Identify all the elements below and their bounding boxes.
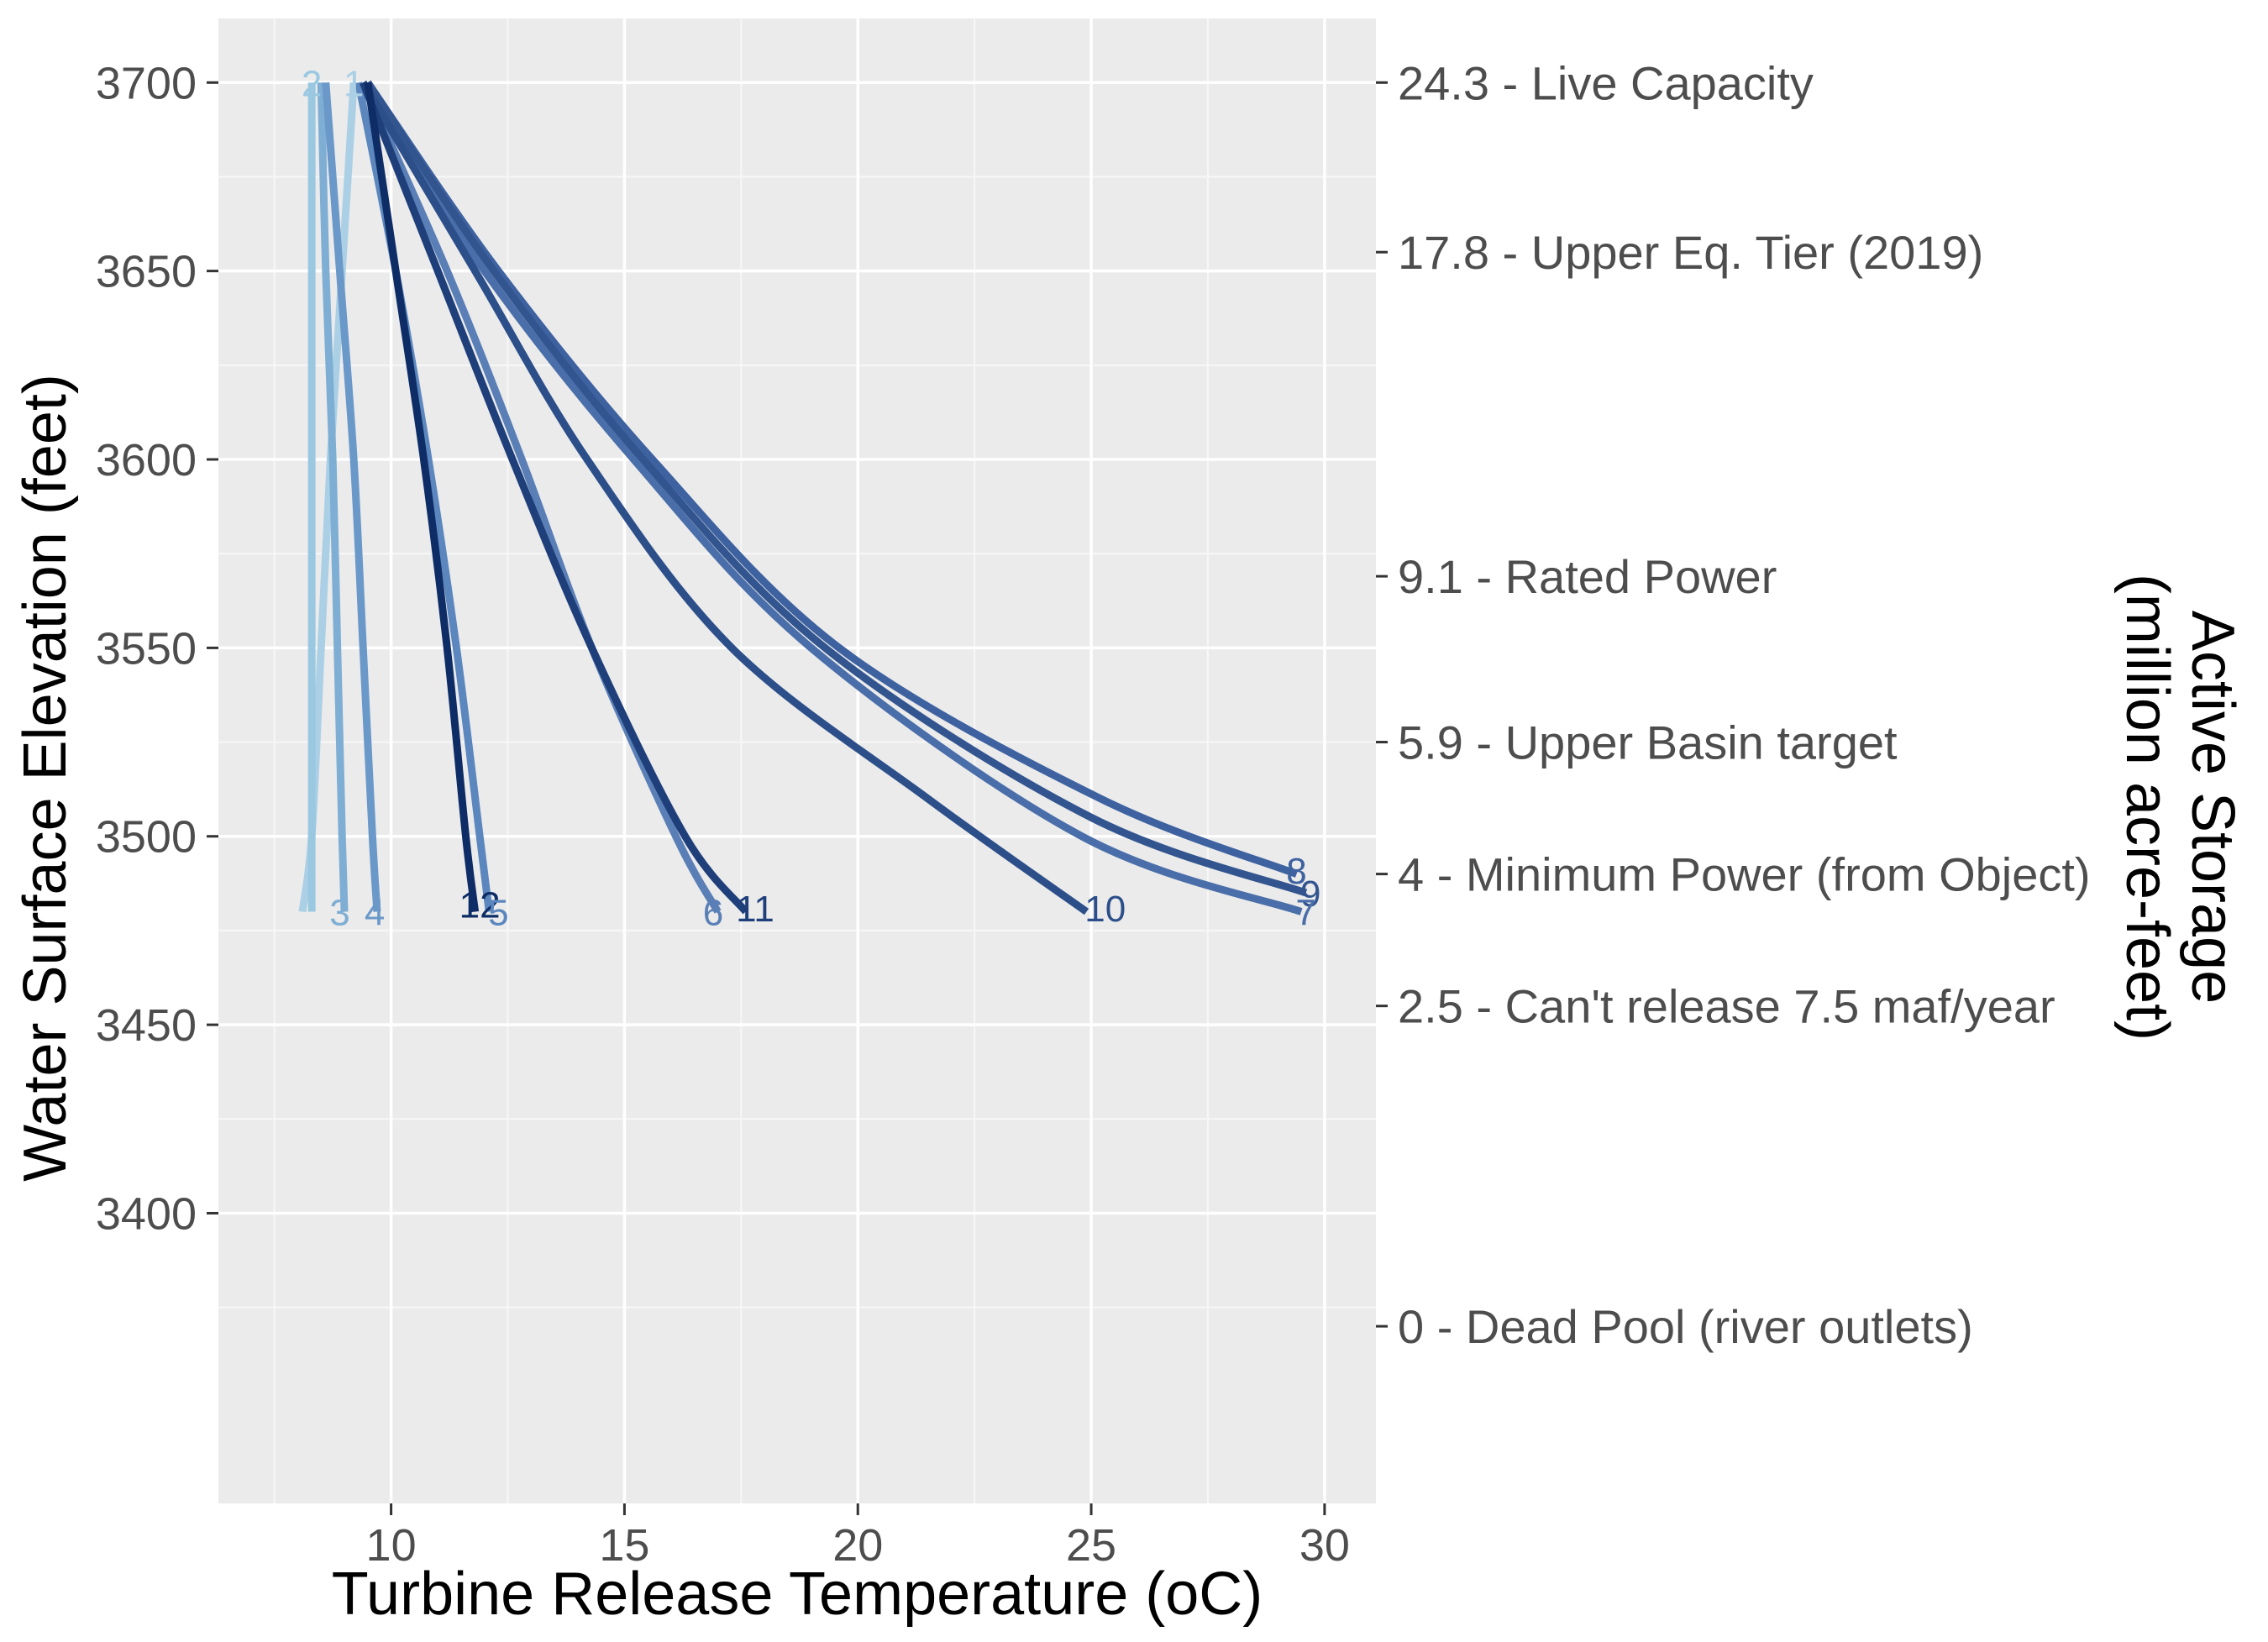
secondary-tick-label: 5.9 - Upper Basin target xyxy=(1398,716,1898,769)
y-tick-label: 3450 xyxy=(96,1000,197,1051)
x-axis-ticks: 10 15 20 25 30 xyxy=(366,1503,1350,1571)
series-line-6 xyxy=(360,81,722,914)
series-label-6: 6 xyxy=(703,892,723,933)
series-label-8: 8 xyxy=(1286,851,1306,892)
y-tick-label: 3550 xyxy=(96,623,197,674)
y-axis-ticks: 3400 3450 3500 3550 3600 3650 3700 xyxy=(96,58,218,1239)
series-label-2: 2 xyxy=(302,63,322,104)
x-tick-label: 30 xyxy=(1299,1520,1350,1571)
plot-panel xyxy=(218,18,1376,1503)
series-label-10: 10 xyxy=(1084,889,1126,930)
secondary-tick-label: 17.8 - Upper Eq. Tier (2019) xyxy=(1398,226,1983,279)
series-label-3: 3 xyxy=(329,892,349,933)
x-tick-label: 15 xyxy=(599,1520,649,1571)
secondary-tick-label: 0 - Dead Pool (river outlets) xyxy=(1398,1300,1973,1353)
series-label-5: 5 xyxy=(488,892,508,933)
series-label-12: 12 xyxy=(459,885,501,926)
minor-gridlines xyxy=(218,18,1376,1503)
secondary-axis-title-line2: (million acre-feet) xyxy=(2113,574,2181,1041)
secondary-tick-label: 2.5 - Can't release 7.5 maf/year xyxy=(1398,980,2055,1033)
series-line-4 xyxy=(322,81,381,912)
curve-labels: 3 4 125 6 11 10 897 2 1 xyxy=(302,63,1321,933)
series-line-3 xyxy=(317,82,349,912)
series-line-11 xyxy=(360,81,749,915)
series-label-7: 7 xyxy=(1295,892,1315,933)
secondary-tick-label: 4 - Minimum Power (from Object) xyxy=(1398,848,2091,901)
series-layer xyxy=(298,80,1308,915)
x-axis-title: Turbine Release Temperature (oC) xyxy=(332,1561,1263,1628)
x-tick-label: 25 xyxy=(1066,1520,1116,1571)
y-tick-label: 3650 xyxy=(96,247,197,297)
series-label-1: 1 xyxy=(344,63,364,104)
series-label-9: 9 xyxy=(1300,873,1320,915)
x-tick-label: 10 xyxy=(366,1520,417,1571)
secondary-axis-title-line1: Active Storage xyxy=(2179,611,2246,1004)
series-line-12 xyxy=(364,81,480,913)
y-tick-label: 3400 xyxy=(96,1188,197,1239)
series-label-4: 4 xyxy=(365,892,385,933)
secondary-axis-ticks: 24.3 - Live Capacity 17.8 - Upper Eq. Tie… xyxy=(1376,56,2091,1353)
series-label-11: 11 xyxy=(736,889,774,930)
y-axis-title: Water Surface Elevation (feet) xyxy=(12,374,79,1182)
y-tick-label: 3500 xyxy=(96,812,197,863)
y-tick-label: 3700 xyxy=(96,58,197,108)
series-line-10 xyxy=(360,80,1089,915)
secondary-tick-label: 9.1 - Rated Power xyxy=(1398,550,1777,603)
secondary-tick-label: 24.3 - Live Capacity xyxy=(1398,56,1814,109)
x-tick-label: 20 xyxy=(832,1520,883,1571)
series-line-9 xyxy=(365,80,1308,897)
y-tick-label: 3600 xyxy=(96,435,197,485)
series-line-7 xyxy=(360,80,1303,915)
